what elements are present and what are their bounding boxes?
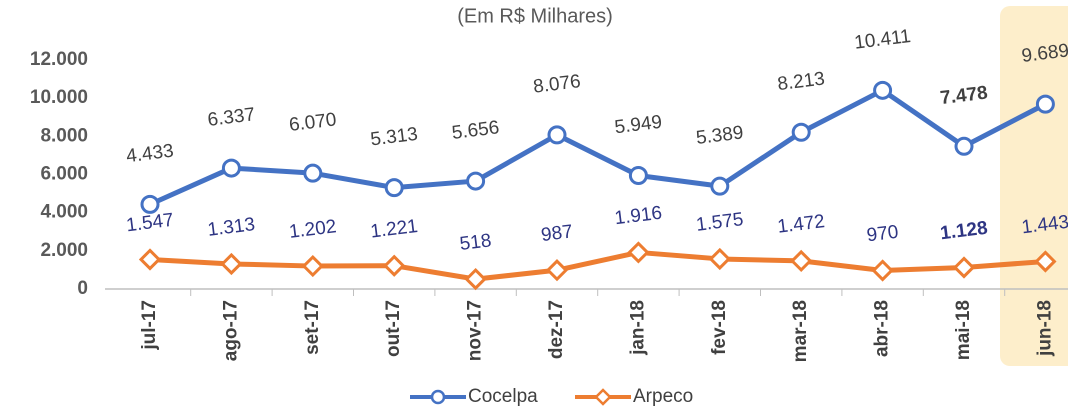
- value-label: 970: [866, 222, 900, 247]
- marker: [708, 247, 731, 271]
- y-tick-label: 2.000: [40, 240, 88, 261]
- x-tick-label: mar-18: [790, 300, 811, 362]
- marker: [952, 256, 976, 279]
- marker: [384, 178, 404, 198]
- y-tick-label: 12.000: [30, 49, 88, 70]
- y-tick-label: 8.000: [40, 125, 88, 146]
- y-tick-label: 0: [77, 278, 88, 299]
- value-label: 1.202: [288, 216, 338, 243]
- marker: [138, 248, 162, 271]
- value-label: 1.916: [613, 203, 663, 230]
- value-label: 5.313: [369, 124, 419, 151]
- marker: [221, 158, 241, 178]
- marker: [871, 259, 894, 282]
- x-tick-label: nov-17: [465, 300, 486, 361]
- legend-label: Cocelpa: [468, 386, 538, 407]
- value-label: 8.076: [532, 71, 582, 98]
- marker: [873, 80, 893, 100]
- marker: [383, 254, 406, 277]
- marker: [1035, 94, 1055, 114]
- marker: [791, 122, 811, 142]
- value-label: 7.478: [939, 82, 989, 109]
- x-tick-label: jan-18: [627, 300, 648, 356]
- y-tick-label: 10.000: [30, 87, 88, 108]
- marker: [220, 252, 243, 276]
- marker: [303, 163, 323, 183]
- legend-marker: [594, 388, 612, 406]
- x-tick-label: abr-18: [872, 300, 893, 357]
- marker: [628, 165, 648, 185]
- x-tick-label: out-17: [383, 300, 404, 357]
- marker: [1034, 250, 1057, 273]
- x-tick-label: ago-17: [220, 300, 241, 361]
- value-label: 5.656: [451, 117, 501, 144]
- marker: [790, 249, 813, 273]
- highlight-box: [1000, 6, 1068, 366]
- value-label: 6.070: [288, 109, 338, 136]
- legend-marker: [430, 389, 446, 405]
- x-tick-label: dez-17: [546, 300, 567, 359]
- value-label: 518: [459, 230, 493, 255]
- x-tick-label: set-17: [302, 300, 323, 355]
- value-label: 5.949: [613, 112, 663, 139]
- value-label: 1.313: [206, 214, 256, 241]
- x-tick-label: jun-18: [1034, 300, 1055, 357]
- series-line: [148, 87, 1047, 207]
- value-label: 10.411: [853, 26, 912, 54]
- value-label: 1.128: [939, 218, 989, 245]
- marker: [547, 125, 567, 145]
- marker: [466, 171, 486, 191]
- legend-label: Arpeco: [633, 386, 693, 407]
- marker: [710, 176, 730, 196]
- value-label: 6.337: [206, 104, 256, 131]
- marker: [954, 136, 974, 156]
- marker: [627, 241, 650, 264]
- marker: [545, 259, 569, 282]
- chart-subtitle: (Em R$ Milhares): [457, 5, 613, 27]
- value-label: 1.472: [776, 211, 826, 238]
- value-label: 1.547: [125, 210, 175, 237]
- value-label: 1.221: [369, 216, 419, 243]
- marker: [464, 267, 487, 291]
- value-label: 8.213: [776, 68, 826, 95]
- value-label: 1.575: [695, 209, 745, 236]
- x-tick-label: fev-18: [709, 300, 730, 355]
- x-tick-label: mai-18: [953, 300, 974, 360]
- series-line: [149, 249, 1046, 282]
- x-tick-label: jul-17: [139, 300, 160, 351]
- value-label: 5.389: [695, 122, 745, 149]
- value-label: 4.433: [125, 141, 175, 168]
- y-tick-label: 6.000: [40, 164, 88, 185]
- marker: [140, 194, 160, 214]
- y-tick-label: 4.000: [40, 202, 88, 223]
- marker: [301, 254, 324, 278]
- value-label: 987: [540, 221, 574, 246]
